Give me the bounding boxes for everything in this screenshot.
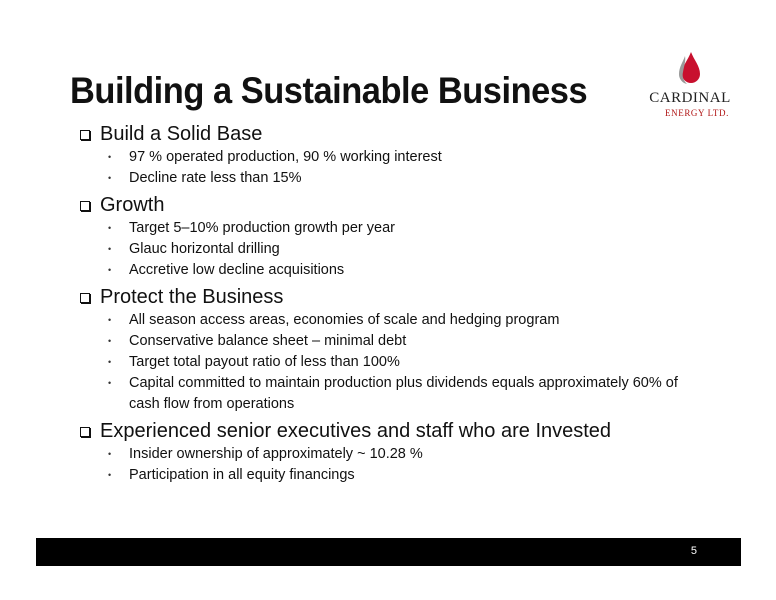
bullet-dot-icon: •: [108, 265, 112, 275]
section-executives: Experienced senior executives and staff …: [80, 419, 700, 486]
bullet-dot-icon: •: [108, 152, 112, 162]
list-item: • 97 % operated production, 90 % working …: [108, 147, 700, 168]
checkbox-bullet-icon: [80, 200, 90, 211]
list-item: • Target total payout ratio of less than …: [108, 352, 700, 373]
list-item: • Insider ownership of approximately ~ 10…: [108, 444, 700, 465]
section-heading: Growth: [100, 194, 165, 216]
bullet-dot-icon: •: [108, 357, 112, 367]
checkbox-bullet-icon: [80, 426, 90, 437]
bullet-dot-icon: •: [108, 336, 112, 346]
bullet-dot-icon: •: [108, 173, 112, 183]
bullet-dot-icon: •: [108, 315, 112, 325]
bullet-dot-icon: •: [108, 244, 112, 254]
slide-title: Building a Sustainable Business: [70, 70, 588, 111]
slide-content: Build a Solid Base • 97 % operated produc…: [80, 118, 700, 486]
flame-drop-icon: [678, 52, 700, 84]
bullet-dot-icon: •: [108, 449, 112, 459]
bullet-dot-icon: •: [108, 378, 112, 388]
list-item: • Glauc horizontal drilling: [108, 239, 700, 260]
company-logo: CARDINAL ENERGY LTD.: [640, 50, 740, 120]
checkbox-bullet-icon: [80, 292, 90, 303]
section-build-base: Build a Solid Base • 97 % operated produc…: [80, 122, 700, 189]
list-item: • Accretive low decline acquisitions: [108, 260, 700, 281]
checkbox-bullet-icon: [80, 129, 90, 140]
section-heading: Experienced senior executives and staff …: [100, 420, 612, 442]
list-item: • Conservative balance sheet – minimal de…: [108, 331, 700, 352]
list-item: • Capital committed to maintain productio…: [108, 375, 678, 412]
logo-tagline: ENERGY LTD.: [665, 108, 729, 118]
list-item: • Participation in all equity financings: [108, 465, 700, 486]
section-growth: Growth • Target 5–10% production growth p…: [80, 193, 700, 281]
list-item: • All season access areas, economies of s…: [108, 310, 700, 331]
bullet-dot-icon: •: [108, 223, 112, 233]
section-heading: Protect the Business: [100, 286, 284, 308]
list-item: • Decline rate less than 15%: [108, 168, 700, 189]
page-number: 5: [690, 545, 697, 557]
section-heading: Build a Solid Base: [100, 123, 263, 145]
footer-bar: 5: [36, 538, 741, 566]
list-item: • Target 5–10% production growth per year: [108, 218, 700, 239]
bullet-dot-icon: •: [108, 470, 112, 480]
section-protect: Protect the Business • All season access …: [80, 285, 700, 415]
logo-name: CARDINAL: [649, 90, 731, 106]
